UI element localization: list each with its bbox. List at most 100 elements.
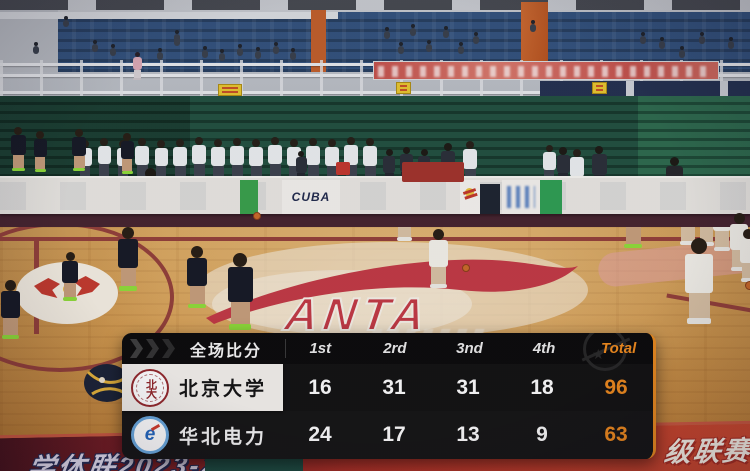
team-row-peking: 北大 北京大学 16 31 31 18 96 (122, 364, 653, 411)
spectator-figure (458, 42, 464, 55)
person-figure (10, 127, 26, 173)
red-cooler (336, 162, 350, 175)
q1-score: 16 (308, 375, 332, 399)
person-figure (117, 227, 139, 293)
col-3rd: 3nd (456, 340, 483, 357)
score-header: ★ 全场比分 1st 2rd 3nd 4th Total (122, 333, 653, 371)
person-figure (268, 137, 283, 181)
q2-score: 17 (382, 423, 406, 446)
courtside-chairs (480, 184, 500, 214)
q3-score: 31 (456, 375, 480, 399)
scorer-table (402, 162, 464, 182)
spectator-figure (174, 30, 181, 50)
col-4th: 4th (532, 340, 556, 357)
person-figure (739, 229, 750, 283)
quarter-columns: 1st 2rd 3nd 4th Total (283, 333, 653, 364)
team-scores: 24 17 13 9 63 (283, 411, 653, 459)
person-figure (62, 252, 79, 302)
team-name: 北京大学 (179, 379, 268, 400)
spectator-figure (255, 47, 261, 60)
spectator-figure (92, 40, 98, 53)
ncepu-crest-icon: e (131, 416, 169, 454)
redbull-ad-board (460, 180, 480, 214)
person-figure (428, 229, 449, 291)
total-score: 96 (604, 375, 628, 399)
person-figure (227, 253, 254, 333)
cuba-logo-text: CUBA (291, 190, 331, 204)
person-figure (72, 129, 87, 173)
team-block: 北大 北京大学 (122, 364, 283, 411)
header-divider (285, 339, 286, 358)
team-row-ncepu: e 华北电力 24 17 13 9 63 (122, 411, 653, 459)
basketball (462, 264, 470, 272)
bleacher-bright-section (638, 96, 750, 184)
q2-score: 31 (382, 375, 406, 399)
court-sideline (0, 237, 750, 241)
spectator-figure (33, 42, 39, 55)
wall-beam (0, 12, 338, 19)
basketball-star-icon: ★ (583, 333, 627, 371)
floor-banner-right-text: 级联赛 (662, 435, 750, 468)
spectator-figure (426, 40, 432, 53)
spectator-figure (219, 49, 225, 62)
spectator-figure (63, 16, 69, 28)
orange-stairway (521, 2, 548, 66)
spectator-figure (699, 32, 705, 45)
basketball (745, 281, 750, 290)
spectator-figure (679, 46, 685, 59)
courtside-ad-boards: CUBA (0, 176, 750, 214)
spectator-figure (530, 20, 536, 34)
spectator-figure (473, 32, 479, 45)
person-figure (97, 138, 111, 180)
green-ad-board (240, 180, 258, 214)
warning-sign (218, 84, 242, 96)
col-total: Total (601, 340, 637, 357)
sideline-carpet (0, 212, 750, 227)
anta-logo-text: ANTA (281, 288, 434, 340)
warning-sign (592, 82, 607, 94)
spectator-figure (110, 44, 116, 57)
person-figure (192, 137, 207, 181)
spectator-figure (398, 42, 404, 55)
q4-score: 9 (536, 423, 548, 446)
total-score: 63 (604, 423, 628, 446)
warning-sign (396, 82, 411, 94)
person-figure (684, 238, 714, 326)
spectator-figure (443, 26, 449, 39)
anta-swoosh (206, 259, 578, 324)
spectator-figure (202, 46, 208, 59)
score-title: 全场比分 (189, 342, 262, 360)
team-block: e 华北电力 (122, 411, 283, 459)
person-figure (132, 52, 142, 82)
cuba-ad-board: CUBA (282, 180, 340, 214)
spectator-figure (384, 27, 390, 40)
university-calligraphy-board (502, 180, 540, 214)
spectator-figure (273, 42, 279, 55)
spectator-figure (290, 48, 296, 61)
spectator-figure (640, 32, 646, 45)
spectator-figure (659, 37, 665, 50)
basketball (253, 212, 261, 220)
person-figure (0, 280, 21, 342)
spectator-figure (157, 48, 163, 61)
person-figure (186, 246, 208, 310)
col-2nd: 2rd (383, 340, 407, 357)
team-name: 华北电力 (179, 426, 268, 448)
q4-score: 18 (530, 375, 554, 399)
score-overlay-panel: ★ 全场比分 1st 2rd 3nd 4th Total 北大 北京大学 16 (122, 333, 656, 459)
orange-pillar (311, 10, 326, 72)
balcony-railing (0, 60, 750, 102)
col-1st: 1st (309, 340, 332, 357)
spectator-figure (410, 24, 416, 37)
railing-ad-banner (373, 61, 719, 80)
arena-windows (0, 0, 750, 10)
person-figure (120, 133, 134, 175)
team-scores: 16 31 31 18 96 (283, 364, 653, 411)
person-figure (33, 131, 47, 173)
chevrons-icon (130, 339, 175, 358)
green-ad-board-2 (540, 180, 562, 214)
spectator-figure (728, 37, 734, 50)
anta-center-court-logo: ANTA (196, 242, 588, 341)
q1-score: 24 (308, 423, 332, 446)
